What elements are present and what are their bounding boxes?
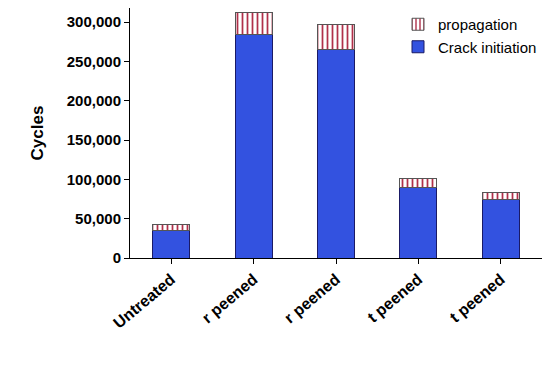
svg-text:50,000: 50,000 [75, 210, 121, 227]
svg-text:Cycles: Cycles [28, 106, 47, 161]
svg-text:250,000: 250,000 [67, 53, 121, 70]
svg-text:150,000: 150,000 [67, 131, 121, 148]
svg-text:r peened: r peened [281, 271, 343, 327]
svg-text:100,000: 100,000 [67, 171, 121, 188]
svg-text:t peened: t peened [447, 271, 508, 326]
svg-text:Crack initiation: Crack initiation [438, 39, 536, 56]
svg-text:200,000: 200,000 [67, 92, 121, 109]
svg-text:t peened: t peened [364, 271, 425, 326]
svg-text:300,000: 300,000 [67, 13, 121, 30]
svg-text:Untreated: Untreated [110, 271, 178, 332]
svg-text:r peened: r peened [199, 271, 261, 327]
svg-text:propagation: propagation [438, 16, 517, 33]
svg-text:0: 0 [113, 249, 121, 266]
